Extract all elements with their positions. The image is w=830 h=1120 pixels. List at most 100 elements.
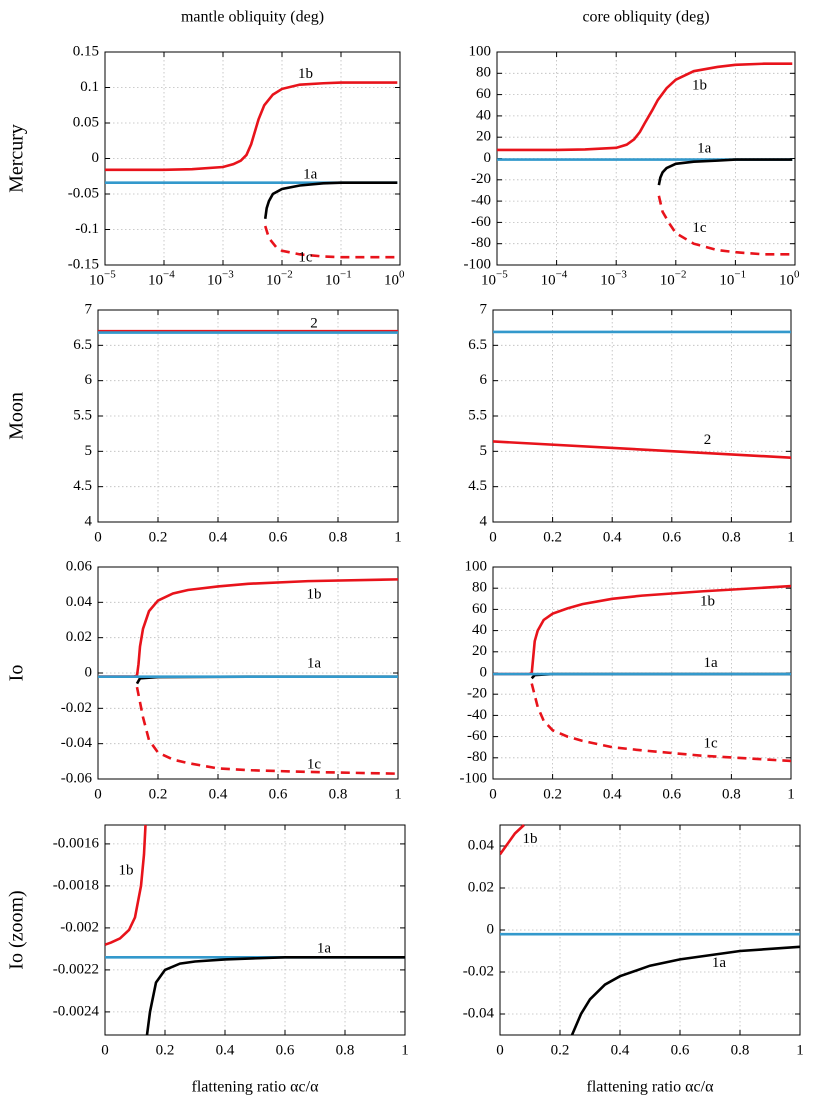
curve-label: 1a	[697, 140, 712, 156]
x-tick-label: 10	[266, 272, 281, 288]
x-tick-label: 0.6	[662, 786, 681, 802]
y-tick-label: 40	[476, 107, 491, 123]
plot-frame	[499, 824, 801, 1036]
curve	[98, 578, 398, 678]
x-tick-label: 0	[94, 529, 102, 545]
x-tick-exponent: −1	[340, 269, 352, 281]
curve-label: 1a	[307, 656, 322, 672]
y-tick-label: -80	[467, 749, 487, 765]
x-tick-label: 0.4	[209, 786, 228, 802]
y-tick-label: 0	[480, 664, 488, 680]
y-tick-label: 7	[480, 301, 488, 317]
y-tick-label: 20	[472, 643, 487, 659]
plot-frame	[97, 566, 399, 780]
x-tick-exponent: −5	[496, 269, 508, 281]
x-tick-label: 0	[94, 786, 102, 802]
x-tick-label: 0.8	[731, 1042, 750, 1058]
y-tick-label: -0.1	[75, 221, 99, 237]
y-tick-label: 0	[92, 150, 100, 166]
x-tick-exponent: −4	[163, 269, 175, 281]
x-tick-label: 1	[394, 529, 402, 545]
x-tick-exponent: −3	[222, 269, 234, 281]
x-tick-label: 0.4	[603, 786, 622, 802]
x-tick-label: 10	[207, 272, 222, 288]
x-tick-label: 10	[148, 272, 163, 288]
x-tick-label: 0.2	[156, 1042, 175, 1058]
y-tick-label: -0.04	[61, 735, 93, 751]
y-tick-label: 6	[480, 372, 488, 388]
y-tick-label: -40	[467, 707, 487, 723]
plot-frame	[97, 309, 399, 523]
y-tick-label: -40	[471, 193, 491, 209]
y-tick-label: -0.02	[463, 963, 494, 979]
x-axis-label: flattening ratio αc/α	[587, 1079, 715, 1096]
curve-label: 1a	[703, 655, 718, 671]
x-tick-label: 0.8	[336, 1042, 355, 1058]
x-tick-label: 0.8	[722, 786, 741, 802]
x-tick-label: 0	[101, 1042, 109, 1058]
x-tick-label: 0	[489, 529, 497, 545]
x-tick-label: 0.4	[209, 529, 228, 545]
x-tick-label: 0.6	[276, 1042, 295, 1058]
curve-label: 1b	[523, 831, 538, 847]
curve-label: 1b	[692, 78, 707, 94]
y-tick-label: -0.0024	[53, 1003, 100, 1019]
curve-label: 1b	[119, 863, 134, 879]
y-tick-label: -20	[471, 171, 491, 187]
x-tick-exponent: −2	[281, 269, 293, 281]
x-tick-exponent: −2	[675, 269, 687, 281]
y-tick-label: -20	[467, 686, 487, 702]
x-tick-label: 0.2	[149, 786, 168, 802]
y-tick-label: 0	[484, 150, 492, 166]
y-tick-label: 0.02	[66, 629, 92, 645]
x-tick-label: 0.4	[611, 1042, 630, 1058]
curve-label: 1b	[700, 593, 715, 609]
x-tick-label: 1	[796, 1042, 804, 1058]
x-tick-label: 10	[89, 272, 104, 288]
curve	[263, 225, 398, 259]
plot-frame	[492, 309, 792, 523]
x-tick-label: 0.6	[662, 529, 681, 545]
y-tick-label: 6	[85, 372, 93, 388]
y-tick-label: 4.5	[73, 478, 92, 494]
y-tick-label: 6.5	[73, 337, 92, 353]
curve	[500, 824, 525, 856]
x-tick-exponent: 0	[794, 269, 800, 281]
y-tick-label: 0.1	[80, 79, 99, 95]
x-tick-label: 1	[394, 786, 402, 802]
row-label: Io	[6, 665, 28, 682]
y-tick-label: 0	[85, 664, 93, 680]
y-tick-label: -100	[460, 770, 488, 786]
x-tick-label: 10	[660, 272, 675, 288]
curve	[105, 824, 147, 946]
x-tick-label: 0.8	[329, 529, 348, 545]
y-tick-label: 4.5	[468, 478, 487, 494]
y-tick-label: -60	[467, 728, 487, 744]
y-tick-label: 4	[480, 513, 488, 529]
y-tick-label: 0.15	[73, 43, 99, 59]
x-tick-label: 10	[325, 272, 340, 288]
x-tick-label: 0	[489, 786, 497, 802]
x-tick-exponent: 0	[399, 269, 405, 281]
curve-label: 1b	[298, 66, 313, 82]
y-tick-label: 80	[472, 580, 487, 596]
curve	[497, 62, 793, 152]
curve-label: 1c	[692, 220, 707, 236]
x-tick-label: 10	[481, 272, 496, 288]
x-tick-label: 1	[787, 786, 795, 802]
y-tick-label: 0.04	[66, 594, 93, 610]
y-tick-label: 20	[476, 129, 491, 145]
plot-frame	[104, 51, 401, 266]
x-tick-label: 0	[496, 1042, 504, 1058]
column-title: mantle obliquity (deg)	[181, 9, 324, 26]
y-tick-label: -0.02	[61, 700, 92, 716]
curve-label: 1b	[307, 587, 322, 603]
curve	[493, 440, 791, 459]
y-tick-label: 7	[85, 301, 93, 317]
y-tick-label: 40	[472, 622, 487, 638]
y-tick-label: -0.002	[60, 919, 99, 935]
x-tick-label: 10	[719, 272, 734, 288]
x-tick-label: 0.6	[671, 1042, 690, 1058]
y-tick-label: 5	[85, 443, 93, 459]
x-tick-label: 10	[779, 272, 794, 288]
